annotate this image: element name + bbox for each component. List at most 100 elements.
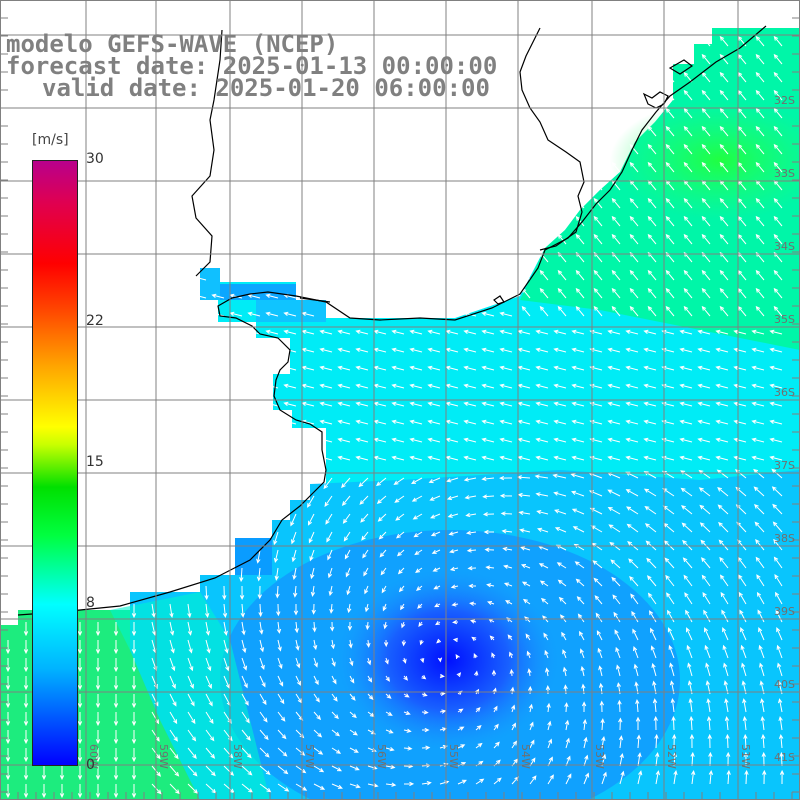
wind-arrow — [573, 543, 585, 551]
wind-arrow — [331, 765, 343, 772]
wind-arrow — [753, 503, 765, 515]
wind-arrow — [607, 383, 621, 389]
wind-arrow — [337, 437, 351, 443]
wind-arrow — [679, 347, 693, 353]
wind-arrow — [329, 621, 335, 632]
wind-arrow — [277, 657, 283, 670]
wind-arrow — [499, 475, 513, 481]
wind-arrow — [382, 603, 387, 612]
lon-label: 57W — [303, 744, 316, 769]
wind-arrow — [601, 735, 606, 749]
wind-arrow — [697, 383, 711, 389]
wind-arrow — [773, 233, 783, 245]
wind-arrow — [23, 784, 29, 799]
wind-arrow — [755, 215, 765, 227]
wind-arrow — [722, 644, 729, 659]
wind-arrow — [724, 698, 729, 713]
wind-arrow — [762, 769, 767, 785]
wind-arrow — [277, 747, 288, 757]
wind-arrow — [536, 510, 549, 515]
wind-arrow — [95, 784, 101, 799]
wind-arrow — [755, 287, 765, 299]
wind-arrow — [697, 401, 711, 407]
wind-arrow — [205, 621, 210, 636]
wind-arrow — [651, 662, 657, 677]
wind-arrow — [553, 329, 567, 335]
lat-label: 39S — [774, 605, 795, 618]
wind-arrow — [683, 71, 693, 83]
wind-arrow — [557, 287, 567, 299]
wind-arrow — [417, 603, 423, 609]
wind-arrow — [733, 419, 747, 425]
wind-arrow — [626, 506, 639, 515]
wind-arrow — [778, 733, 784, 749]
wind-arrow — [607, 365, 621, 371]
wind-arrow — [366, 639, 371, 648]
wind-arrow — [450, 584, 459, 589]
wind-arrow — [741, 662, 747, 677]
wind-arrow — [397, 567, 405, 575]
wind-arrow — [331, 675, 337, 685]
wind-arrow — [547, 774, 554, 785]
wind-arrow — [295, 639, 300, 651]
wind-arrow — [259, 711, 268, 723]
wind-arrow — [430, 513, 441, 519]
colorbar-tick-label: 30 — [86, 151, 104, 167]
wind-arrow — [719, 305, 729, 317]
wind-arrow — [471, 636, 477, 642]
wind-arrow — [629, 233, 639, 245]
wind-arrow — [463, 347, 477, 353]
wind-arrow — [310, 567, 315, 580]
wind-arrow — [275, 585, 280, 599]
wind-arrow — [665, 305, 675, 317]
wind-arrow — [683, 197, 693, 209]
wind-arrow — [625, 455, 639, 461]
wind-arrow — [607, 329, 621, 335]
wind-arrow — [391, 437, 405, 443]
wind-arrow — [761, 733, 766, 749]
lat-label: 35S — [774, 313, 795, 326]
wind-arrow — [557, 269, 567, 281]
wind-arrow — [187, 747, 197, 759]
wind-arrow — [744, 769, 749, 785]
wind-arrow — [715, 347, 729, 353]
wind-arrow — [701, 161, 711, 173]
wind-arrow — [683, 143, 693, 155]
wind-arrow — [771, 468, 783, 479]
wind-arrow — [773, 125, 783, 137]
wind-arrow — [409, 455, 423, 461]
wind-arrow — [355, 437, 369, 443]
wind-arrow — [505, 600, 513, 605]
wind-arrow — [615, 646, 621, 659]
wind-arrow — [664, 557, 675, 569]
wind-arrow — [553, 419, 567, 425]
wind-arrow — [625, 383, 639, 389]
wind-arrow — [331, 657, 336, 667]
wind-arrow — [520, 546, 531, 551]
lon-label: 54W — [519, 744, 532, 769]
wind-arrow — [131, 694, 137, 709]
wind-arrow — [355, 383, 369, 389]
wind-arrow — [539, 580, 549, 587]
wind-arrow — [509, 651, 514, 659]
wind-arrow — [169, 765, 180, 777]
wind-arrow — [475, 742, 483, 749]
wind-arrow — [113, 766, 119, 781]
wind-arrow — [701, 233, 711, 245]
wind-arrow — [211, 293, 225, 299]
wind-arrow — [739, 609, 747, 623]
wind-arrow — [355, 347, 369, 353]
wind-arrow — [574, 561, 585, 569]
wind-arrow — [23, 622, 29, 637]
wind-arrow — [612, 594, 621, 605]
wind-arrow — [565, 737, 570, 749]
wind-arrow — [355, 329, 369, 335]
wind-arrow — [446, 495, 459, 501]
wind-arrow — [593, 197, 603, 209]
wind-arrow — [414, 549, 423, 556]
wind-arrow — [625, 401, 639, 407]
wind-arrow — [665, 197, 675, 209]
wind-arrow — [421, 692, 428, 697]
wind-arrow — [535, 329, 549, 335]
wind-arrow — [679, 419, 693, 425]
